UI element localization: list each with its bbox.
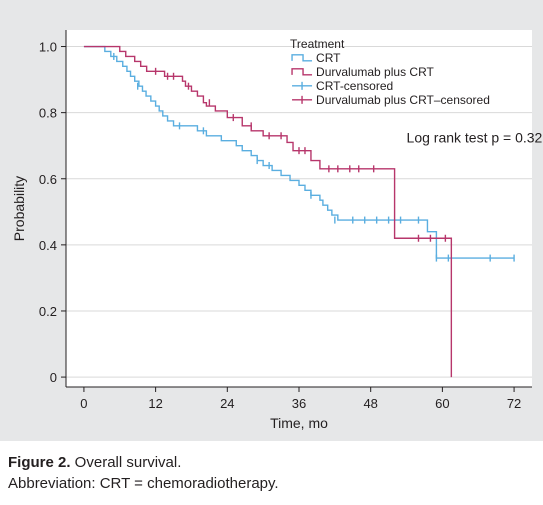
- x-tick-label: 12: [148, 396, 162, 411]
- x-tick-label: 60: [435, 396, 449, 411]
- series-line-crt: [83, 45, 515, 259]
- chart-panel: 0 0.2 0.4 0.6 0.8 1.0 0 12 24 36 48 60 72 Treatment C…: [0, 0, 543, 441]
- legend-swatch: [291, 54, 313, 62]
- grid: [66, 46, 532, 378]
- x-tick-label: 72: [507, 396, 521, 411]
- legend-entry: Durvalumab plus CRT–censored: [316, 93, 490, 107]
- axes: 0 0.2 0.4 0.6 0.8 1.0 0 12 24 36 48 60 72: [39, 30, 532, 411]
- figure-label: Figure 2.: [8, 454, 71, 471]
- legend-title: Treatment: [290, 37, 345, 51]
- abbreviation-note: Abbreviation: CRT = chemoradiotherapy.: [8, 475, 279, 492]
- figure-title: Overall survival.: [70, 454, 182, 471]
- y-tick-label: 0.4: [39, 238, 57, 253]
- y-tick-label: 0.6: [39, 172, 57, 187]
- censor-marks: [113, 52, 515, 262]
- y-tick-label: 1.0: [39, 40, 57, 55]
- x-axis-title: Time, mo: [270, 415, 328, 431]
- y-axis-title: Probability: [11, 176, 27, 241]
- x-tick-label: 24: [220, 396, 234, 411]
- series-line-durvalumab-plus-crt: [83, 45, 453, 378]
- legend-entry: CRT: [316, 51, 341, 65]
- legend-swatch: [291, 68, 313, 76]
- x-tick-label: 0: [80, 396, 87, 411]
- legend-entry: Durvalumab plus CRT: [316, 65, 434, 79]
- log-rank-annotation: Log rank test p = 0.32: [407, 129, 543, 145]
- survival-chart: 00.20.40.60.81.00 12 24 36 48 60 72 TreatmentC…: [11, 30, 543, 431]
- y-tick-label: 0.2: [39, 304, 57, 319]
- series-lines: [83, 45, 515, 378]
- y-tick-label: 0: [50, 370, 57, 385]
- y-tick-label: 0.8: [39, 106, 57, 121]
- x-tick-label: 36: [292, 396, 306, 411]
- x-tick-label: 48: [363, 396, 377, 411]
- figure-caption: Figure 2. Overall survival. Abbreviation…: [8, 452, 538, 494]
- legend-entry: CRT-censored: [316, 79, 393, 93]
- caption-line: Figure 2. Overall survival.: [8, 452, 538, 473]
- plot-area: [66, 30, 532, 387]
